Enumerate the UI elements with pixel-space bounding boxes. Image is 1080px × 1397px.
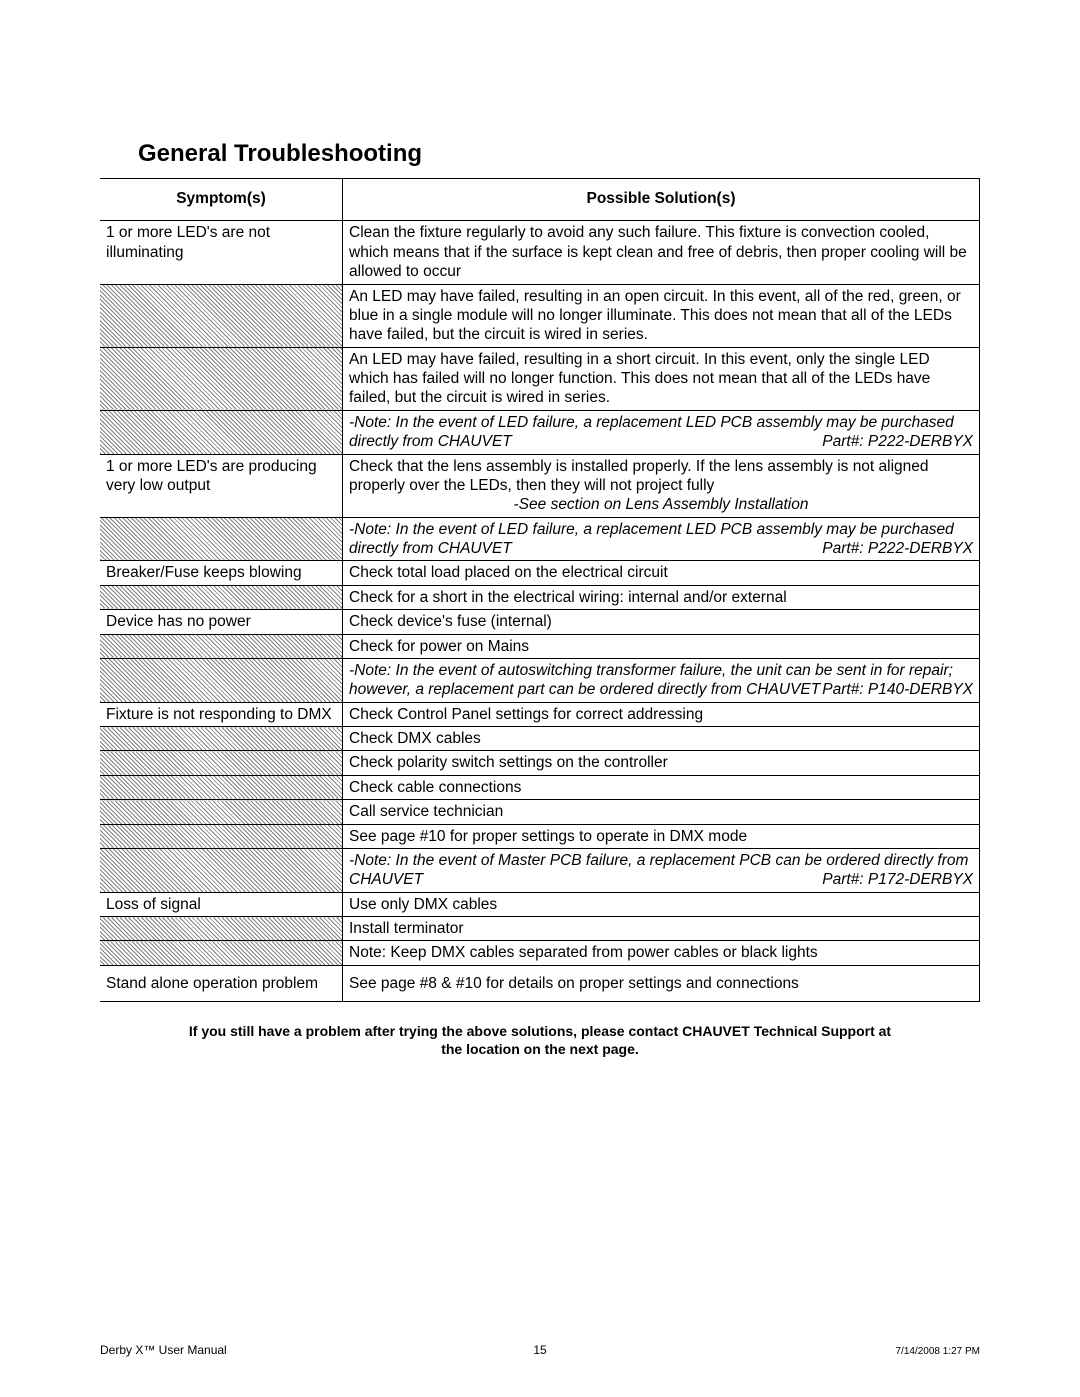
footer-left: Derby X™ User Manual — [100, 1343, 227, 1357]
symptom-cell: Breaker/Fuse keeps blowing — [100, 561, 343, 585]
table-row: Install terminator — [100, 917, 980, 941]
table-row: See page #10 for proper settings to oper… — [100, 824, 980, 848]
table-row: Check DMX cables — [100, 727, 980, 751]
table-row: Check polarity switch settings on the co… — [100, 751, 980, 775]
table-row: Check for power on Mains — [100, 634, 980, 658]
table-row: Device has no powerCheck device's fuse (… — [100, 610, 980, 634]
solution-cell: -Note: In the event of LED failure, a re… — [343, 517, 980, 561]
solution-cell: Use only DMX cables — [343, 892, 980, 916]
symptom-cell: 1 or more LED's are producing very low o… — [100, 454, 343, 517]
footer-timestamp: 7/14/2008 1:27 PM — [895, 1346, 980, 1357]
table-row: An LED may have failed, resulting in an … — [100, 284, 980, 347]
symptom-cell — [100, 800, 343, 824]
document-page: General Troubleshooting Symptom(s) Possi… — [0, 0, 1080, 1397]
symptom-cell: Stand alone operation problem — [100, 965, 343, 1001]
solution-cell: Check DMX cables — [343, 727, 980, 751]
symptom-cell — [100, 751, 343, 775]
table-row: Stand alone operation problemSee page #8… — [100, 965, 980, 1001]
solution-cell: Install terminator — [343, 917, 980, 941]
solution-cell: An LED may have failed, resulting in a s… — [343, 347, 980, 410]
table-row: Check for a short in the electrical wiri… — [100, 585, 980, 609]
solution-cell: -Note: In the event of LED failure, a re… — [343, 410, 980, 454]
table-row: Breaker/Fuse keeps blowingCheck total lo… — [100, 561, 980, 585]
note-text: -See section on Lens Assembly Installati… — [349, 495, 973, 514]
table-row: Loss of signalUse only DMX cables — [100, 892, 980, 916]
part-number: Part#: P140-DERBYX — [822, 680, 973, 699]
solution-cell: -Note: In the event of autoswitching tra… — [343, 658, 980, 702]
symptom-cell — [100, 284, 343, 347]
table-row: Call service technician — [100, 800, 980, 824]
page-title: General Troubleshooting — [138, 140, 980, 168]
table-row: Fixture is not responding to DMXCheck Co… — [100, 702, 980, 726]
part-number: Part#: P222-DERBYX — [822, 432, 973, 451]
solution-cell: See page #8 & #10 for details on proper … — [343, 965, 980, 1001]
solution-cell: An LED may have failed, resulting in an … — [343, 284, 980, 347]
solution-cell: Note: Keep DMX cables separated from pow… — [343, 941, 980, 965]
table-row: An LED may have failed, resulting in a s… — [100, 347, 980, 410]
symptom-cell — [100, 410, 343, 454]
symptom-cell — [100, 347, 343, 410]
table-row: -Note: In the event of LED failure, a re… — [100, 410, 980, 454]
symptom-cell — [100, 775, 343, 799]
symptom-cell — [100, 917, 343, 941]
symptom-cell — [100, 658, 343, 702]
symptom-cell — [100, 517, 343, 561]
solution-cell: Check for a short in the electrical wiri… — [343, 585, 980, 609]
symptom-cell — [100, 634, 343, 658]
table-row: 1 or more LED's are not illuminatingClea… — [100, 221, 980, 284]
part-number: Part#: P222-DERBYX — [822, 539, 973, 558]
table-row: 1 or more LED's are producing very low o… — [100, 454, 980, 517]
page-footer: Derby X™ User Manual 15 7/14/2008 1:27 P… — [100, 1343, 980, 1357]
symptom-cell — [100, 824, 343, 848]
solution-cell: See page #10 for proper settings to oper… — [343, 824, 980, 848]
symptom-cell — [100, 585, 343, 609]
solution-cell: Clean the fixture regularly to avoid any… — [343, 221, 980, 284]
table-row: -Note: In the event of LED failure, a re… — [100, 517, 980, 561]
solution-cell: -Note: In the event of Master PCB failur… — [343, 848, 980, 892]
table-row: Note: Keep DMX cables separated from pow… — [100, 941, 980, 965]
solution-cell: Check total load placed on the electrica… — [343, 561, 980, 585]
solution-cell: Check device's fuse (internal) — [343, 610, 980, 634]
footer-page-number: 15 — [533, 1343, 546, 1357]
table-row: -Note: In the event of Master PCB failur… — [100, 848, 980, 892]
solution-cell: Check that the lens assembly is installe… — [343, 454, 980, 517]
solution-cell: Check cable connections — [343, 775, 980, 799]
symptom-cell: 1 or more LED's are not illuminating — [100, 221, 343, 284]
table-header-row: Symptom(s) Possible Solution(s) — [100, 179, 980, 221]
symptom-cell: Loss of signal — [100, 892, 343, 916]
symptom-cell — [100, 941, 343, 965]
col-symptoms: Symptom(s) — [100, 179, 343, 221]
symptom-cell: Fixture is not responding to DMX — [100, 702, 343, 726]
table-row: -Note: In the event of autoswitching tra… — [100, 658, 980, 702]
symptom-cell — [100, 727, 343, 751]
solution-cell: Check Control Panel settings for correct… — [343, 702, 980, 726]
col-solutions: Possible Solution(s) — [343, 179, 980, 221]
footer-note: If you still have a problem after trying… — [180, 1022, 900, 1058]
symptom-cell — [100, 848, 343, 892]
solution-cell: Check polarity switch settings on the co… — [343, 751, 980, 775]
table-row: Check cable connections — [100, 775, 980, 799]
solution-cell: Check for power on Mains — [343, 634, 980, 658]
troubleshooting-table: Symptom(s) Possible Solution(s) 1 or mor… — [100, 178, 980, 1002]
symptom-cell: Device has no power — [100, 610, 343, 634]
part-number: Part#: P172-DERBYX — [822, 870, 973, 889]
solution-cell: Call service technician — [343, 800, 980, 824]
